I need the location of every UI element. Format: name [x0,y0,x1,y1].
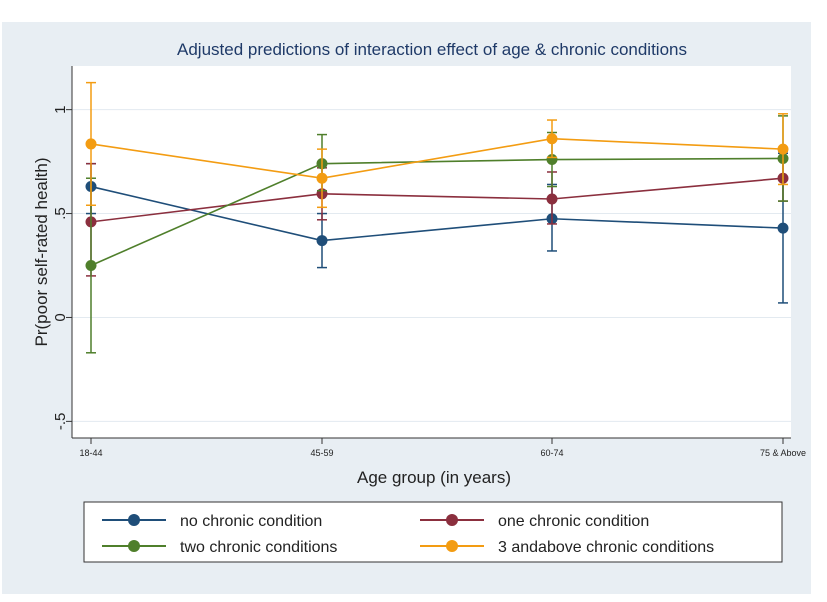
x-ticks: 18-44 45-59 60-74 75 & Above [79,438,806,458]
x-axis-label: Age group (in years) [357,468,511,487]
legend-swatch-marker [128,540,140,552]
series-line [90,185,784,242]
x-tick-label: 75 & Above [760,448,806,458]
legend-swatch-marker [128,514,140,526]
y-tick-label: -.5 [52,413,69,431]
data-point [777,143,789,155]
x-tick-label: 45-59 [310,448,333,458]
legend: no chronic condition one chronic conditio… [102,513,714,556]
series [85,81,789,354]
plot-area [72,66,791,438]
legend-item: two chronic conditions [102,539,337,556]
legend-swatch-marker [446,514,458,526]
data-point [777,222,789,234]
legend-item: 3 andabove chronic conditions [420,539,714,556]
chart-title: Adjusted predictions of interaction effe… [177,40,687,59]
y-tick-label: .5 [52,207,69,220]
data-point [85,138,97,150]
legend-label: 3 andabove chronic conditions [498,539,714,556]
series-line [90,137,784,180]
legend-box [83,501,783,563]
legend-label: two chronic conditions [180,539,337,556]
legend-swatch-marker [446,540,458,552]
gridlines [72,109,791,422]
data-point [85,260,97,272]
series-4 [85,81,789,209]
y-tick-label: 0 [52,313,69,321]
y-tick-label: 1 [52,105,69,113]
data-point [316,235,328,247]
legend-item: no chronic condition [102,513,322,530]
data-point [546,193,558,205]
legend-label: one chronic condition [498,513,649,530]
series-line [90,177,784,223]
y-axis-label: Pr(poor self-rated health) [32,158,51,347]
data-point [546,133,558,145]
chart-frame: Adjusted predictions of interaction effe… [2,22,811,594]
series-line [90,157,784,267]
x-tick-label: 60-74 [540,448,563,458]
x-tick-label: 18-44 [79,448,102,458]
legend-item: one chronic condition [420,513,649,530]
axes [71,66,791,439]
legend-label: no chronic condition [180,513,322,530]
chart: Adjusted predictions of interaction effe… [32,40,806,563]
y-ticks: -.5 0 .5 1 [52,105,72,430]
data-point [316,172,328,184]
